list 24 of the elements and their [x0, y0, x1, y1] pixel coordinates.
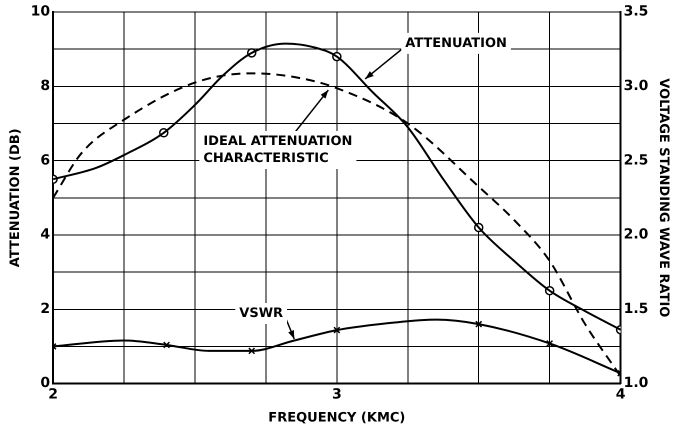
y2-axis-title: VOLTAGE STANDING WAVE RATIO: [656, 78, 671, 318]
point: [248, 347, 256, 354]
y-tick-label: 10: [30, 4, 50, 20]
annotation: IDEAL ATTENUATION CHARACTERISTIC: [203, 134, 352, 166]
x-tick-label: 4: [616, 386, 626, 403]
y2-tick-label: 1.5: [624, 300, 648, 317]
y-tick-label: 8: [40, 78, 50, 94]
point: [333, 326, 340, 334]
y2-tick-label: 3.0: [624, 78, 649, 94]
point: [475, 320, 482, 328]
y2-tick-label: 1.0: [624, 375, 649, 392]
x-tick-label: 3: [332, 386, 342, 403]
y-tick-label: 2: [40, 300, 50, 317]
annotation: ATTENUATION: [405, 36, 507, 51]
y-axis-title: ATTENUATION (DB): [8, 128, 24, 268]
y-tick-label: 0: [40, 375, 50, 392]
y-tick-label: 6: [40, 152, 50, 168]
annotation: VSWR: [239, 306, 284, 322]
y2-tick-label: 2.0: [624, 226, 649, 243]
point: [163, 341, 170, 349]
y-tick-label: 4: [40, 226, 50, 243]
y2-tick-label: 3.5: [624, 4, 648, 20]
x-axis-title: FREQUENCY (KMC): [268, 410, 406, 426]
y2-tick-label: 2.5: [624, 152, 648, 168]
